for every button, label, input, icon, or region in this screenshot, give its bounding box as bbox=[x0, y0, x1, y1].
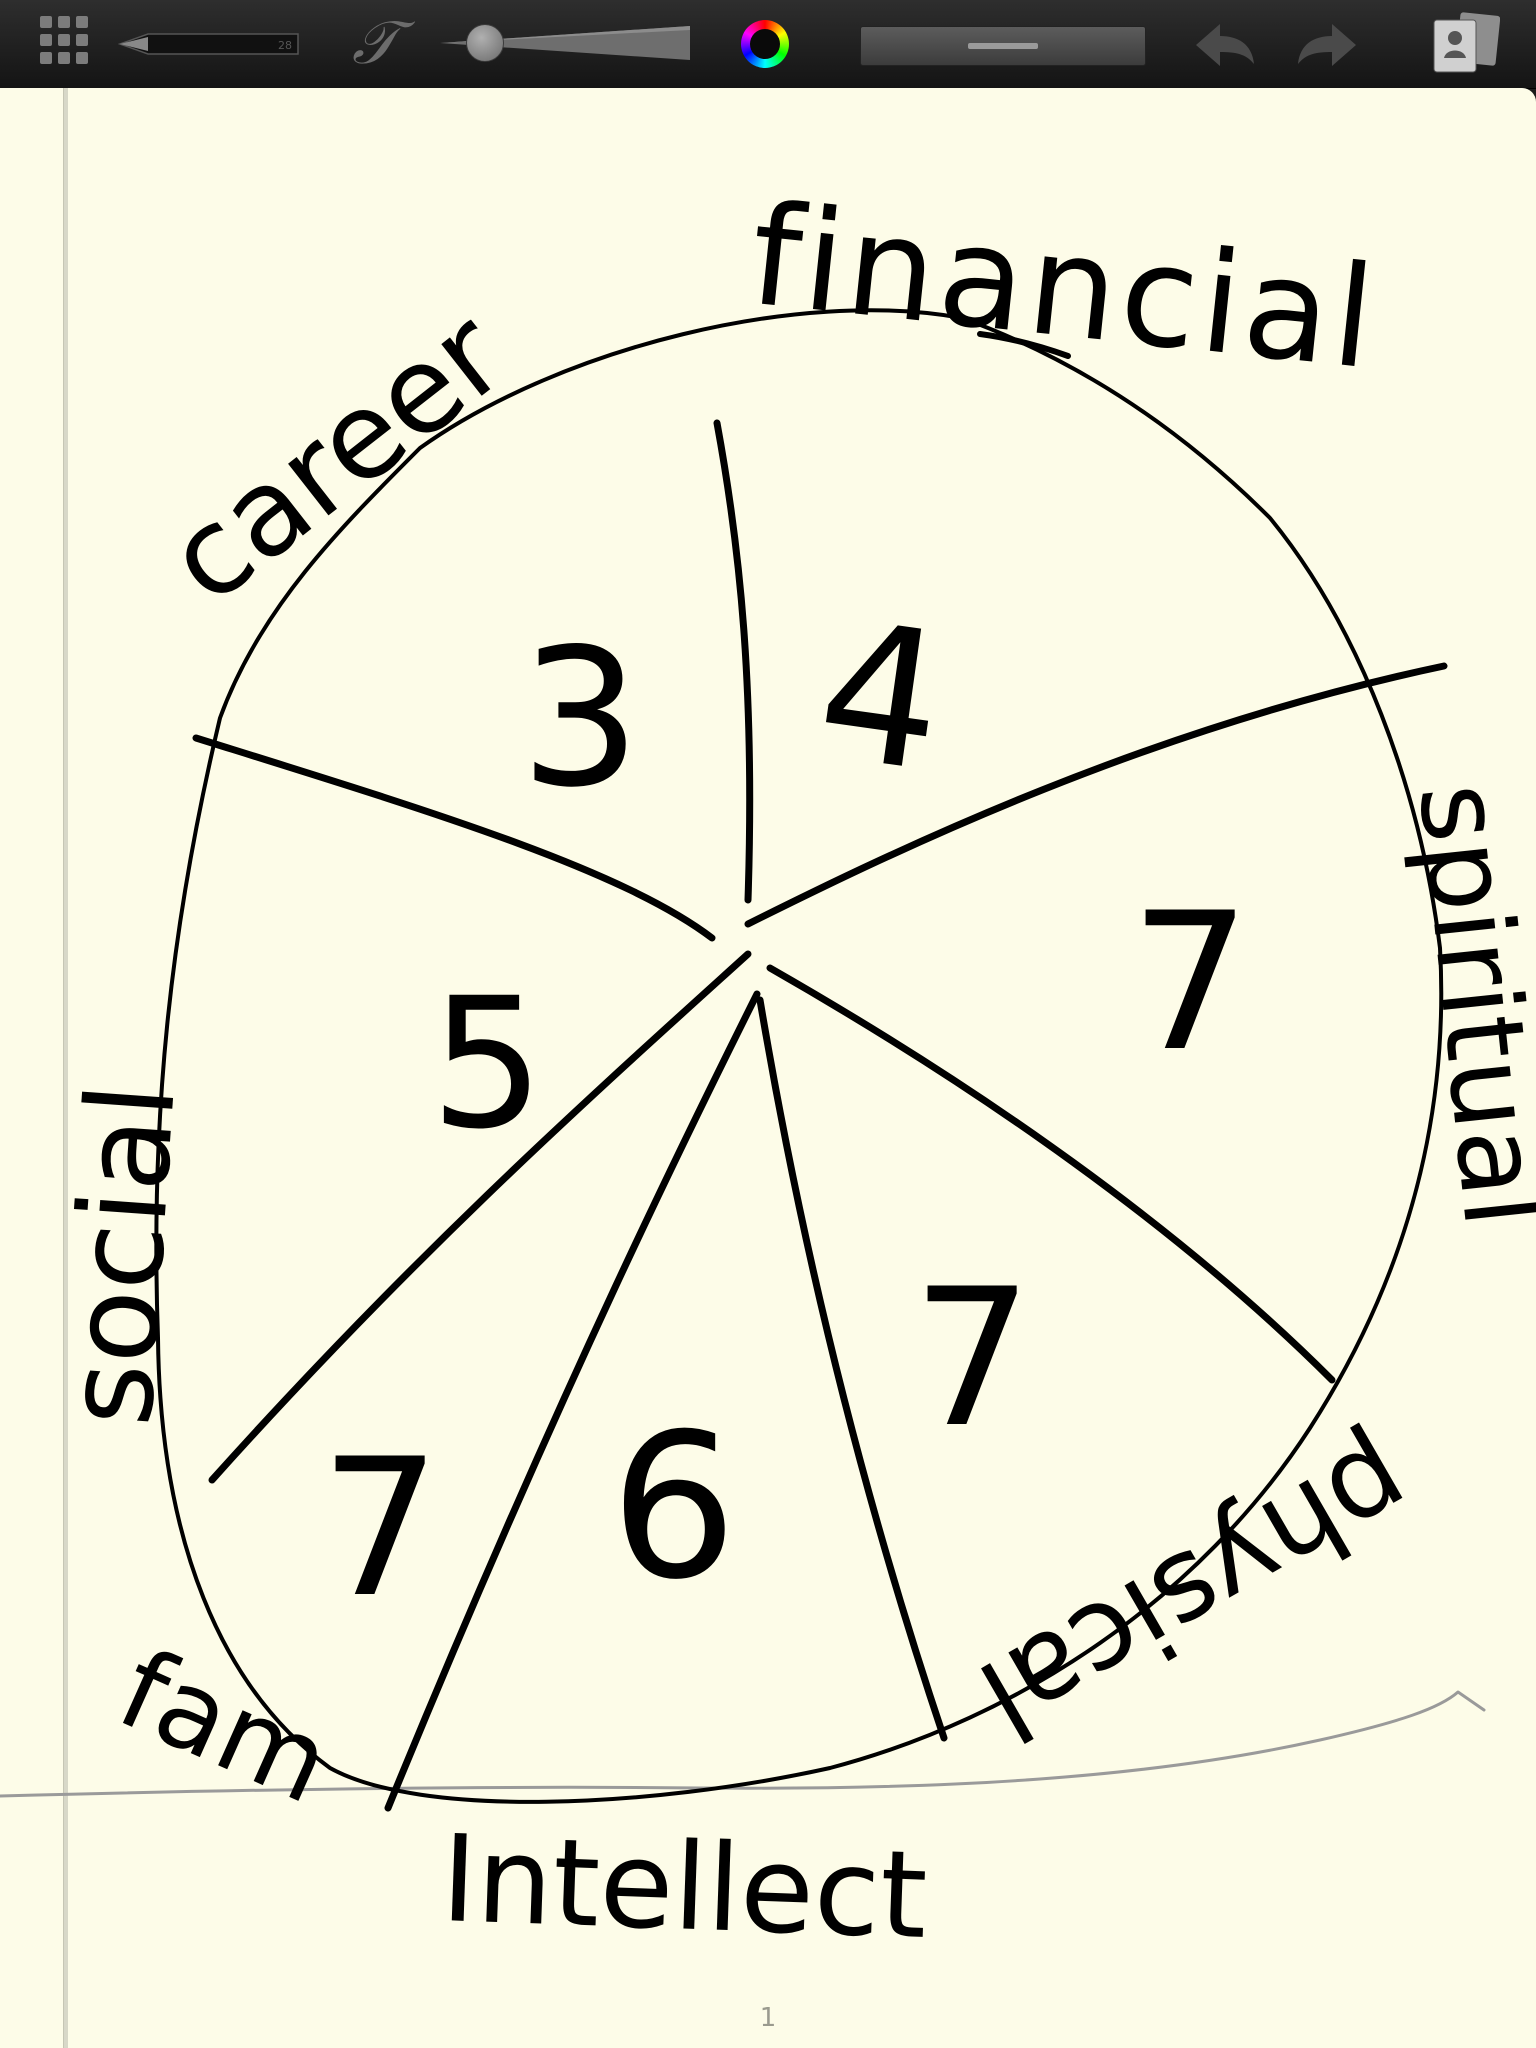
score-family: 7 bbox=[320, 1418, 441, 1639]
note-page[interactable]: financial career spiritual social fam In… bbox=[0, 88, 1536, 2048]
life-wheel-outline bbox=[154, 308, 1444, 1804]
label-fam: fam bbox=[101, 1625, 348, 1829]
score-social: 5 bbox=[430, 960, 545, 1169]
score-intellect: 6 bbox=[610, 1391, 737, 1624]
label-career: career bbox=[142, 285, 530, 631]
redo-icon[interactable] bbox=[1294, 18, 1360, 72]
drawing-canvas[interactable]: financial career spiritual social fam In… bbox=[0, 88, 1536, 2048]
label-intellect: Intellect bbox=[439, 1810, 929, 1966]
color-wheel-icon[interactable] bbox=[741, 20, 789, 68]
score-spiritual: 7 bbox=[1130, 872, 1251, 1093]
wheel-spokes bbox=[192, 419, 1448, 1812]
pen-size-label: 28 bbox=[278, 39, 292, 52]
pen-tool-button[interactable]: 28 bbox=[117, 24, 304, 64]
size-slider-knob[interactable] bbox=[466, 24, 504, 62]
page-margin-line bbox=[63, 88, 68, 2048]
undo-icon[interactable] bbox=[1192, 18, 1258, 72]
label-social: social bbox=[40, 1079, 203, 1430]
brush-size-slider[interactable] bbox=[440, 20, 690, 66]
score-physical: 7 bbox=[912, 1248, 1033, 1469]
pages-icon[interactable] bbox=[1430, 12, 1501, 74]
font-icon[interactable]: 𝒯 bbox=[352, 8, 398, 78]
grid-icon[interactable] bbox=[40, 16, 90, 66]
label-spiritual: spiritual bbox=[1394, 777, 1536, 1232]
score-financial: 4 bbox=[806, 579, 956, 815]
pencil-baseline-stroke bbox=[0, 1690, 1486, 1798]
toolbar: 28 𝒯 bbox=[0, 0, 1536, 89]
line-style-icon[interactable] bbox=[860, 26, 1146, 66]
label-financial: financial bbox=[743, 174, 1385, 402]
pen-icon: 28 bbox=[117, 33, 299, 55]
financial-underline bbox=[977, 331, 1071, 359]
score-career: 3 bbox=[520, 608, 641, 829]
page-number: 1 bbox=[759, 2003, 777, 2033]
